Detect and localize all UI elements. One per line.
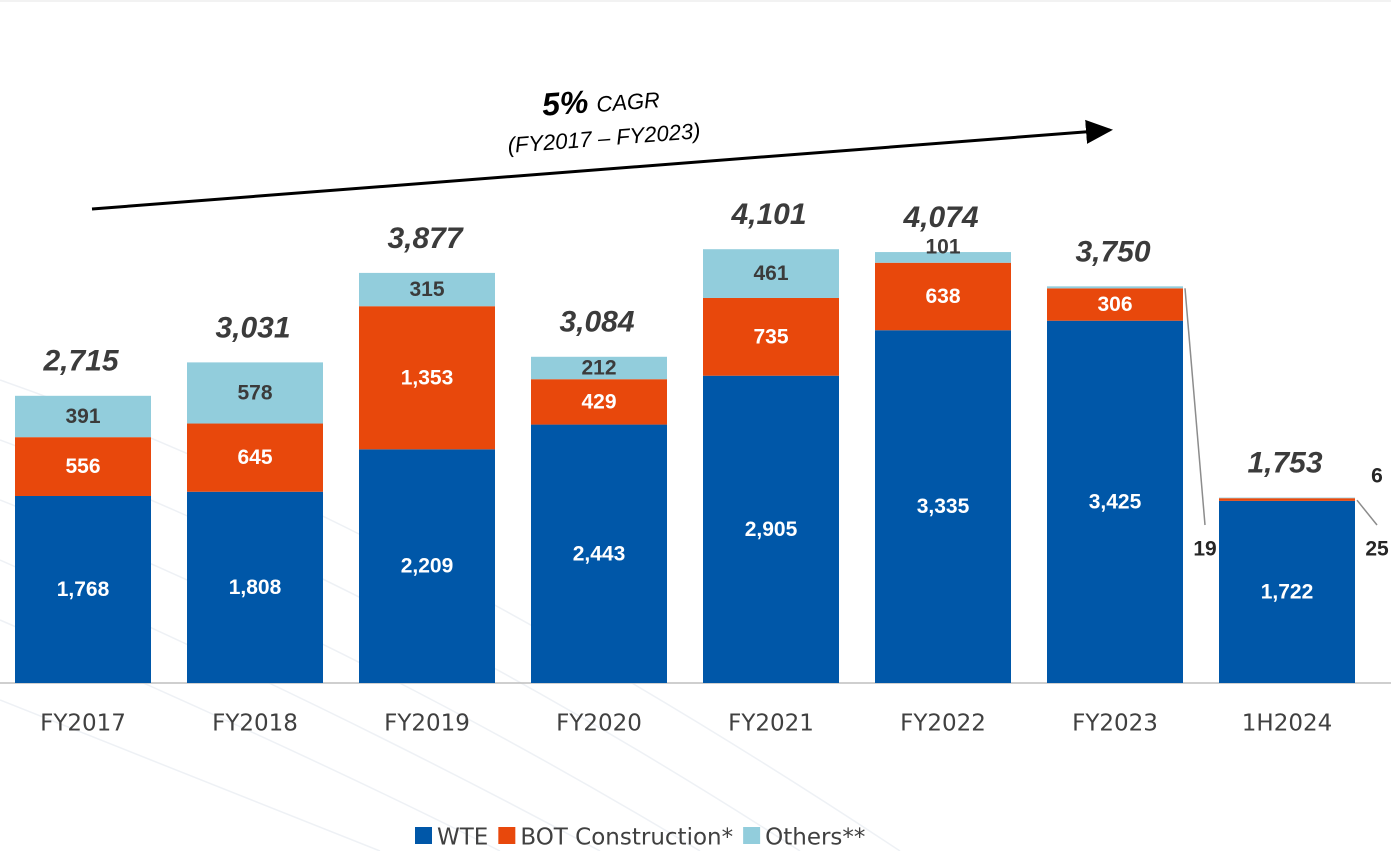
bar-segment [15, 395, 151, 438]
x-tick-label: FY2022 [900, 711, 986, 737]
legend-label: Others** [765, 825, 865, 851]
legend-label: BOT Construction* [520, 825, 733, 851]
leader-line [1184, 288, 1206, 526]
bar-segment [875, 252, 1011, 263]
data-label: 101 [925, 236, 960, 259]
x-tick-label: FY2023 [1072, 711, 1158, 737]
bar-segment [1219, 497, 1355, 499]
cagr-annotation: 5% CAGR (FY2017 – FY2023) [507, 83, 702, 158]
bar-segment [1047, 286, 1183, 289]
legend-swatch [415, 827, 432, 844]
bar-segment [1219, 498, 1355, 501]
data-label: 2,905 [745, 518, 798, 541]
bar-segment [703, 249, 839, 298]
data-label: 391 [65, 405, 100, 428]
data-label: 19 [1193, 538, 1216, 561]
data-label: 3,425 [1089, 490, 1142, 513]
leader-line [1356, 499, 1378, 526]
x-tick-label: FY2018 [212, 711, 298, 737]
bar-segment [187, 362, 323, 424]
data-label: 578 [237, 382, 272, 405]
data-label: 2,209 [401, 555, 454, 578]
data-label: 6 [1371, 465, 1383, 488]
total-label: 3,084 [559, 306, 634, 339]
data-label: 429 [581, 390, 616, 413]
x-tick-label: FY2017 [40, 711, 126, 737]
bar-segment [531, 356, 667, 380]
legend-swatch [743, 827, 761, 844]
total-label: 3,031 [215, 311, 290, 344]
total-label: 3,877 [387, 222, 463, 255]
bar-segment [15, 437, 151, 496]
bar-segment [187, 491, 323, 683]
data-label: 1,353 [401, 366, 454, 389]
data-label: 461 [753, 262, 788, 285]
bar-segment [187, 423, 323, 492]
bar-segment [15, 495, 151, 683]
data-label: 315 [409, 278, 444, 301]
bar-segment [359, 272, 495, 307]
legend-swatch [498, 827, 516, 844]
data-label: 735 [753, 325, 788, 348]
cagr-rate: 5% [541, 83, 590, 122]
total-label: 4,101 [730, 198, 806, 231]
bar-segment [359, 449, 495, 683]
total-label: 4,074 [902, 201, 978, 234]
data-label: 1,722 [1261, 580, 1314, 603]
x-tick-label: FY2019 [384, 711, 470, 737]
bar-segment [703, 375, 839, 683]
data-label: 306 [1097, 293, 1132, 316]
data-label: 25 [1365, 538, 1389, 561]
total-label: 1,753 [1247, 446, 1322, 479]
data-label: 638 [925, 285, 960, 308]
bar-segment [875, 262, 1011, 331]
data-label: 1,768 [57, 578, 110, 601]
data-label: 1,808 [229, 576, 282, 599]
bar-segment [531, 424, 667, 683]
bar-segment [531, 379, 667, 425]
bar-segment [1047, 320, 1183, 683]
bar-segment [875, 330, 1011, 683]
cagr-label: CAGR [595, 87, 660, 117]
x-tick-label: 1H2024 [1242, 711, 1332, 737]
x-tick-label: FY2020 [556, 711, 642, 737]
total-label: 3,750 [1075, 235, 1150, 268]
data-label: 556 [65, 455, 100, 478]
data-label: 3,335 [917, 495, 970, 518]
cagr-arrow [91, 119, 1113, 211]
total-label: 2,715 [42, 345, 119, 378]
data-label: 645 [237, 446, 272, 469]
bar-segment [1047, 288, 1183, 321]
legend-label: WTE [437, 825, 488, 851]
bar-segment [703, 297, 839, 376]
data-label: 212 [581, 357, 616, 380]
cagr-period: (FY2017 – FY2023) [507, 118, 702, 158]
bar-segment [359, 306, 495, 450]
data-label: 2,443 [573, 542, 626, 565]
x-tick-label: FY2021 [728, 711, 814, 737]
bar-segment [1219, 500, 1355, 683]
